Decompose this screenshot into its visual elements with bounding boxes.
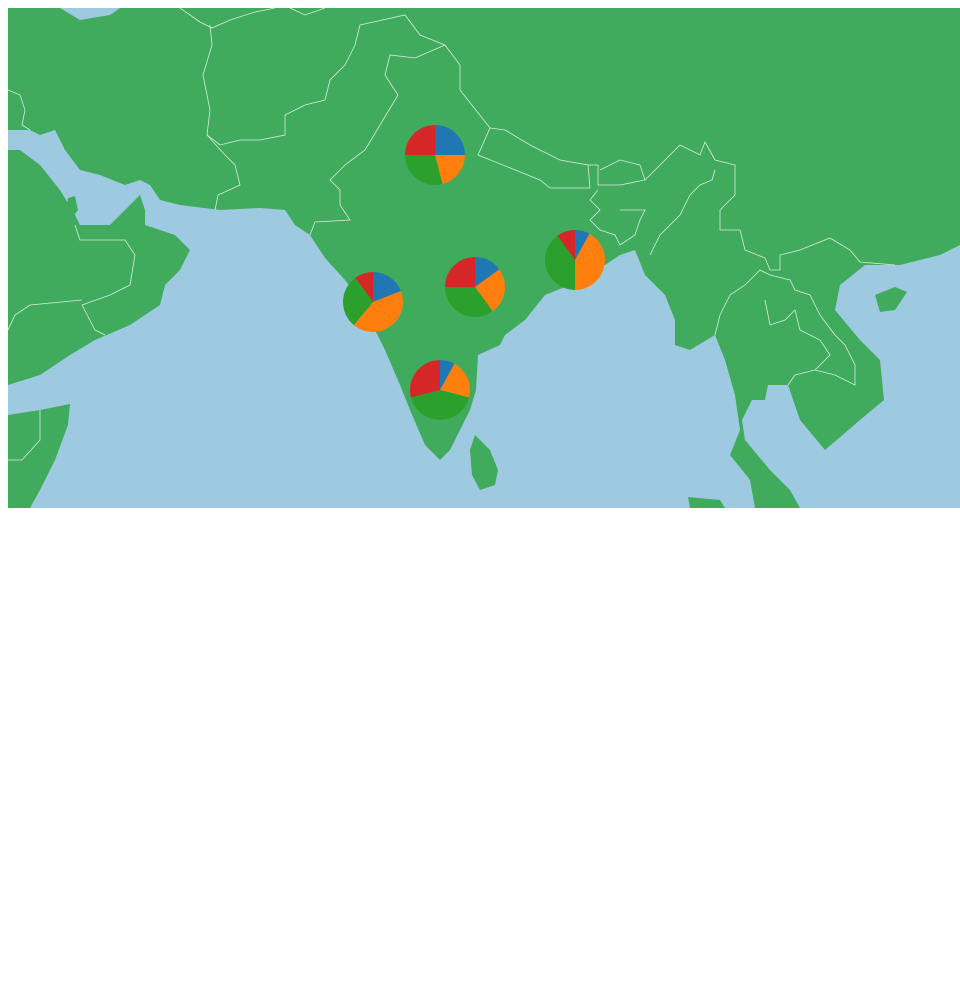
pie-slice[interactable] [410, 360, 440, 398]
pie-slice[interactable] [575, 233, 605, 290]
pie-chart[interactable] [343, 272, 403, 332]
land-asia [8, 8, 960, 508]
pie-chart[interactable] [410, 360, 471, 421]
pie-slice[interactable] [353, 290, 403, 332]
land-sumatra [688, 497, 725, 508]
pie-slice[interactable] [435, 155, 465, 185]
land-hainan [875, 287, 907, 312]
pie-slice[interactable] [575, 230, 590, 260]
pie-markers [343, 125, 605, 421]
pie-slice[interactable] [405, 155, 443, 185]
pie-slice[interactable] [475, 269, 505, 312]
pie-chart[interactable] [545, 230, 605, 290]
pie-slice[interactable] [557, 230, 575, 260]
pie-slice[interactable] [445, 257, 475, 287]
land-sri-lanka [470, 435, 498, 490]
pie-slice[interactable] [405, 125, 435, 155]
land-layer [8, 8, 960, 508]
pie-chart[interactable] [445, 257, 505, 317]
map[interactable] [8, 8, 960, 508]
pie-slice[interactable] [343, 277, 373, 326]
land-arabia [8, 150, 190, 385]
pie-slice[interactable] [410, 390, 470, 421]
pie-slice[interactable] [440, 363, 471, 398]
pie-slice[interactable] [445, 287, 493, 317]
land-africa [8, 404, 70, 508]
country-borders [8, 8, 896, 461]
land-qatar [66, 196, 78, 218]
pie-slice[interactable] [440, 360, 455, 390]
pie-slice[interactable] [373, 272, 401, 302]
map-canvas[interactable] [8, 8, 960, 508]
pie-slice[interactable] [355, 272, 373, 302]
pie-slice[interactable] [435, 125, 465, 155]
pie-slice[interactable] [475, 257, 500, 287]
pie-chart[interactable] [405, 125, 465, 185]
pie-slice[interactable] [545, 235, 575, 290]
